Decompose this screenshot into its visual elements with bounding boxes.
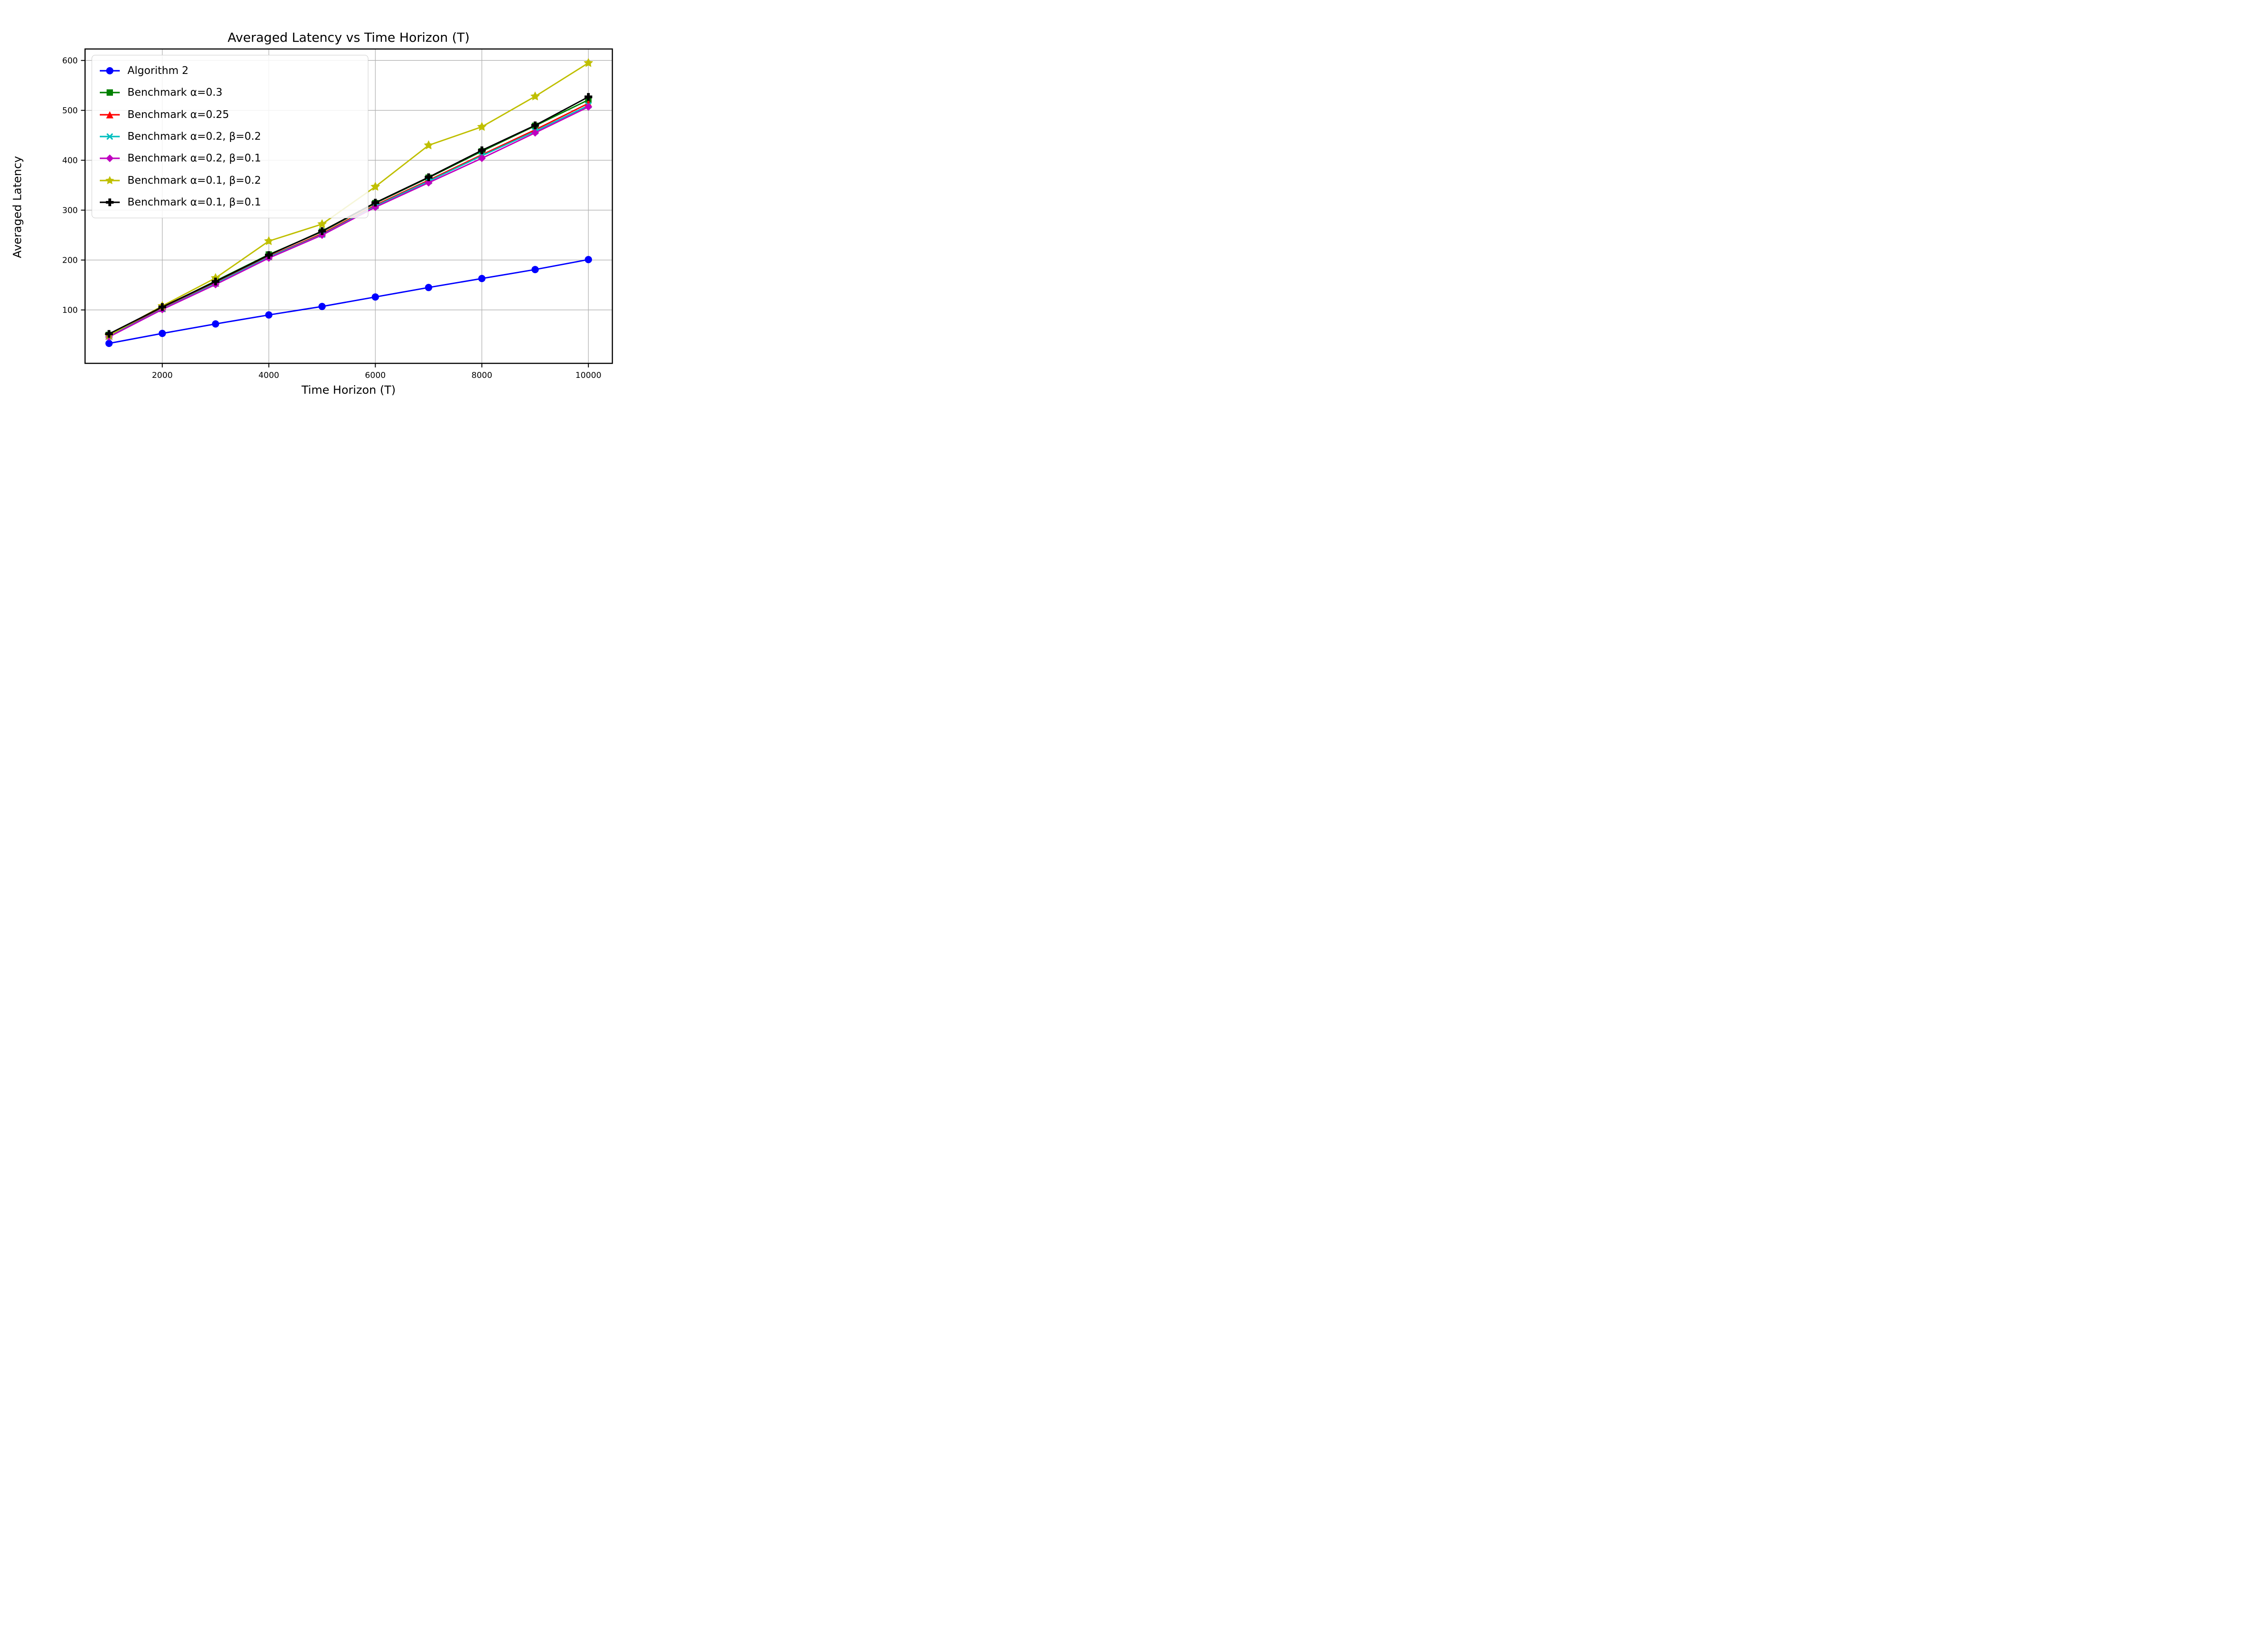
star-marker-icon xyxy=(477,122,487,131)
circle-marker-icon xyxy=(158,330,166,337)
legend-marker-icon xyxy=(100,198,120,206)
plus-marker-icon xyxy=(478,146,486,154)
legend-label: Benchmark α=0.2, β=0.1 xyxy=(127,152,261,165)
plus-marker-icon xyxy=(584,93,592,101)
x-axis-label: Time Horizon (T) xyxy=(301,383,396,396)
plus-marker-icon xyxy=(371,199,379,207)
legend-label: Benchmark α=0.1, β=0.2 xyxy=(127,174,261,186)
y-axis-label: Averaged Latency xyxy=(10,156,24,259)
star-marker-icon xyxy=(530,91,540,101)
series-algorithm-2 xyxy=(105,256,592,347)
y-tick-label: 300 xyxy=(62,205,78,215)
legend-row: Benchmark α=0.25 xyxy=(99,105,358,125)
legend-label: Benchmark α=0.2, β=0.2 xyxy=(127,130,261,142)
x-marker-icon xyxy=(106,133,113,140)
diamond-marker-icon xyxy=(106,154,114,162)
plus-marker-icon xyxy=(211,278,220,286)
legend-label: Benchmark α=0.1, β=0.1 xyxy=(127,196,261,208)
y-ticks: 100 200 300 400 500 600 xyxy=(62,56,85,315)
circle-marker-icon xyxy=(212,320,220,328)
legend-row: Benchmark α=0.2, β=0.1 xyxy=(99,148,358,168)
legend-label: Benchmark α=0.3 xyxy=(127,87,223,99)
x-tick-label: 2000 xyxy=(152,371,173,380)
diamond-marker-icon xyxy=(318,231,326,239)
x-tick-label: 4000 xyxy=(259,371,279,380)
legend-row: Benchmark α=0.1, β=0.1 xyxy=(99,192,358,212)
y-tick-label: 600 xyxy=(62,56,78,65)
legend-marker-icon xyxy=(100,133,120,140)
circle-marker-icon xyxy=(371,293,379,301)
x-ticks: 2000 4000 6000 8000 10000 xyxy=(152,363,601,380)
star-marker-icon xyxy=(317,219,327,228)
circle-marker-icon xyxy=(425,284,432,291)
star-marker-icon xyxy=(371,181,380,191)
legend-label: Benchmark α=0.25 xyxy=(127,108,229,121)
y-tick-label: 400 xyxy=(62,156,78,165)
plus-marker-icon xyxy=(105,330,113,338)
plus-marker-icon xyxy=(158,303,166,311)
circle-marker-icon xyxy=(585,256,592,264)
circle-marker-icon xyxy=(531,266,539,274)
legend-marker-icon xyxy=(100,154,120,162)
plus-marker-icon xyxy=(106,198,114,206)
star-marker-icon xyxy=(583,58,593,67)
legend-row: Benchmark α=0.3 xyxy=(99,83,358,103)
star-marker-icon xyxy=(105,176,114,184)
plus-marker-icon xyxy=(318,227,326,235)
square-marker-icon xyxy=(107,89,113,96)
axes-spines xyxy=(84,48,613,364)
series-lines xyxy=(104,58,593,347)
diamond-marker-icon xyxy=(425,179,433,187)
triangle-marker-icon xyxy=(106,111,113,118)
legend-marker-icon xyxy=(100,67,120,74)
diamond-marker-icon xyxy=(531,129,539,137)
diamond-marker-icon xyxy=(584,103,592,111)
legend-marker-icon xyxy=(100,111,120,118)
y-tick-label: 500 xyxy=(62,106,78,115)
plot-area: 2000 4000 6000 8000 10000 100 200 300 400 500 600 xyxy=(62,48,613,380)
plus-marker-icon xyxy=(265,251,273,259)
diamond-marker-icon xyxy=(371,203,379,211)
plus-marker-icon xyxy=(531,121,539,129)
y-tick-label: 200 xyxy=(62,255,78,265)
legend-row: Benchmark α=0.2, β=0.2 xyxy=(99,127,358,147)
legend-label: Algorithm 2 xyxy=(127,65,189,77)
legend-row: Benchmark α=0.1, β=0.2 xyxy=(99,171,358,191)
diamond-marker-icon xyxy=(478,154,486,162)
legend-row: Algorithm 2 xyxy=(99,61,358,81)
circle-marker-icon xyxy=(105,340,113,347)
star-marker-icon xyxy=(424,140,434,150)
legend-marker-icon xyxy=(100,176,120,184)
circle-marker-icon xyxy=(106,67,113,74)
chart-title: Averaged Latency vs Time Horizon (T) xyxy=(227,30,470,45)
y-tick-label: 100 xyxy=(62,305,78,315)
circle-marker-icon xyxy=(265,311,273,319)
figure: 2000 4000 6000 8000 10000 100 200 300 400 500 600 … xyxy=(0,0,680,408)
plus-marker-icon xyxy=(425,173,433,181)
legend-marker-icon xyxy=(100,89,120,96)
star-marker-icon xyxy=(264,236,274,245)
x-tick-label: 10000 xyxy=(576,371,601,380)
x-tick-label: 6000 xyxy=(365,371,386,380)
circle-marker-icon xyxy=(478,275,486,282)
x-tick-label: 8000 xyxy=(471,371,492,380)
circle-marker-icon xyxy=(318,303,326,310)
legend: Algorithm 2 Benchmark α=0.3 Benchmark α=… xyxy=(92,55,368,218)
